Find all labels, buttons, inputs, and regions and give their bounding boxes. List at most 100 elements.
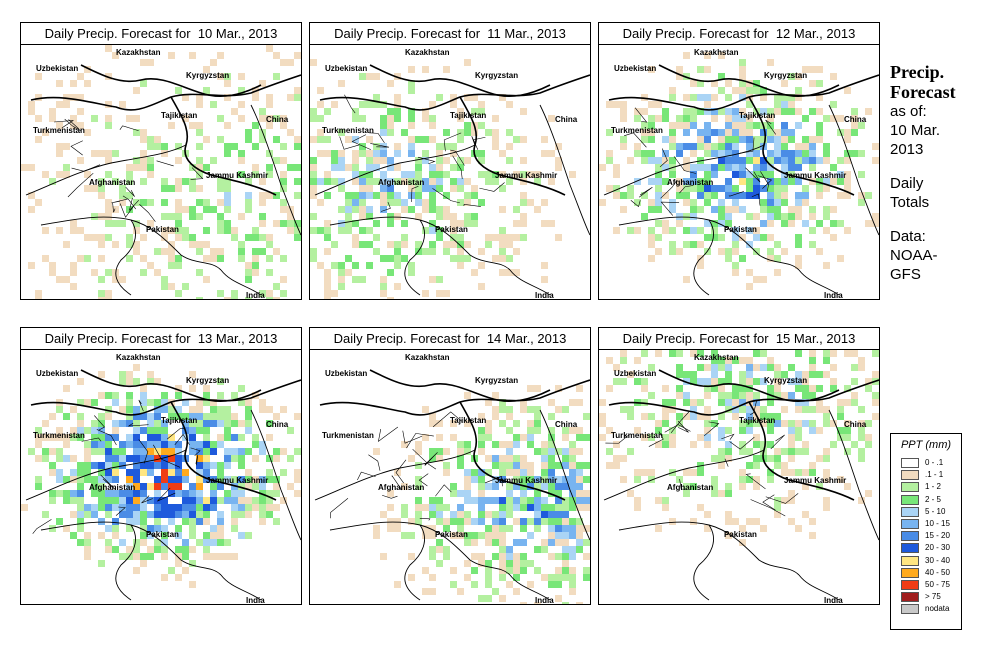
- precip-cell: [830, 178, 837, 185]
- precip-cell: [851, 108, 858, 115]
- precip-cell: [394, 469, 401, 476]
- precip-cell: [168, 448, 175, 455]
- precip-cell: [718, 462, 725, 469]
- precip-cell: [704, 364, 711, 371]
- precip-cell: [317, 150, 324, 157]
- precip-cell: [641, 434, 648, 441]
- province-line: [81, 437, 102, 442]
- precip-cell: [203, 392, 210, 399]
- precip-cell: [655, 441, 662, 448]
- precip-cell: [669, 157, 676, 164]
- precip-cell: [485, 532, 492, 539]
- precip-cell: [753, 136, 760, 143]
- precip-cell: [464, 241, 471, 248]
- precip-cell: [732, 357, 739, 364]
- legend-row: 2 - 5: [891, 494, 961, 506]
- province-line: [96, 429, 117, 446]
- precip-cell: [690, 241, 697, 248]
- precip-cell: [245, 178, 252, 185]
- precip-cell: [203, 497, 210, 504]
- precip-cell: [795, 469, 802, 476]
- precip-cell: [175, 199, 182, 206]
- precip-cell: [133, 462, 140, 469]
- precip-cell: [576, 385, 583, 392]
- precip-cell: [555, 595, 562, 602]
- precip-cell: [704, 94, 711, 101]
- precip-cell: [599, 413, 606, 420]
- precip-cell: [492, 539, 499, 546]
- precip-cell: [464, 469, 471, 476]
- forecast-panel-1: Daily Precip. Forecast for 10 Mar., 2013…: [20, 22, 302, 300]
- precip-cell: [802, 136, 809, 143]
- precip-cell: [140, 392, 147, 399]
- precip-cell: [112, 220, 119, 227]
- precip-cell: [781, 150, 788, 157]
- precip-cell: [324, 269, 331, 276]
- precip-cell: [499, 150, 506, 157]
- precip-cell: [774, 241, 781, 248]
- province-line: [119, 125, 139, 132]
- precip-cell: [464, 59, 471, 66]
- precip-cell: [231, 553, 238, 560]
- precip-cell: [739, 469, 746, 476]
- precip-cell: [802, 385, 809, 392]
- precip-cell: [196, 518, 203, 525]
- province-line: [330, 498, 349, 519]
- precip-cell: [788, 178, 795, 185]
- legend-label: 5 - 10: [925, 506, 946, 516]
- precip-cell: [98, 476, 105, 483]
- border-line: [748, 401, 855, 501]
- precip-cell: [231, 518, 238, 525]
- precip-cell: [830, 441, 837, 448]
- precip-cell: [140, 469, 147, 476]
- precip-cell: [620, 206, 627, 213]
- precip-cell: [49, 178, 56, 185]
- precip-cell: [704, 199, 711, 206]
- precip-cell: [133, 448, 140, 455]
- precip-cell: [795, 73, 802, 80]
- precip-cell: [499, 171, 506, 178]
- province-line: [724, 458, 729, 467]
- precip-cell: [599, 164, 606, 171]
- precip-cell: [837, 427, 844, 434]
- precip-cell: [422, 108, 429, 115]
- precip-cell: [168, 122, 175, 129]
- legend-label: 0 - .1: [925, 458, 944, 467]
- precip-cell: [56, 143, 63, 150]
- precip-cell: [380, 122, 387, 129]
- precip-cell: [310, 185, 317, 192]
- precip-cell: [422, 434, 429, 441]
- precip-cell: [196, 483, 203, 490]
- precip-cell: [436, 546, 443, 553]
- precip-cell: [576, 602, 583, 604]
- precip-cell: [112, 476, 119, 483]
- precip-cell: [422, 66, 429, 73]
- border-line: [404, 219, 425, 296]
- country-label-afghanistan: Afghanistan: [667, 483, 713, 492]
- precip-cell: [217, 178, 224, 185]
- precip-cell: [189, 206, 196, 213]
- precip-cell: [140, 80, 147, 87]
- precip-cell: [266, 45, 273, 52]
- precip-cell: [210, 462, 217, 469]
- precip-cell: [795, 94, 802, 101]
- precip-cell: [259, 136, 266, 143]
- precip-cell: [569, 171, 576, 178]
- precip-cell: [816, 371, 823, 378]
- precip-cell: [352, 234, 359, 241]
- precip-cell: [662, 164, 669, 171]
- precip-cell: [98, 427, 105, 434]
- precip-cell: [203, 206, 210, 213]
- precip-cell: [746, 413, 753, 420]
- precip-cell: [634, 476, 641, 483]
- precip-cell: [576, 497, 583, 504]
- precip-cell: [352, 178, 359, 185]
- precip-cell: [443, 241, 450, 248]
- precip-cell: [499, 241, 506, 248]
- precip-cell: [287, 129, 294, 136]
- precip-cell: [457, 511, 464, 518]
- precip-cell: [70, 476, 77, 483]
- precip-cell: [91, 511, 98, 518]
- precip-cell: [238, 490, 245, 497]
- precip-cell: [464, 497, 471, 504]
